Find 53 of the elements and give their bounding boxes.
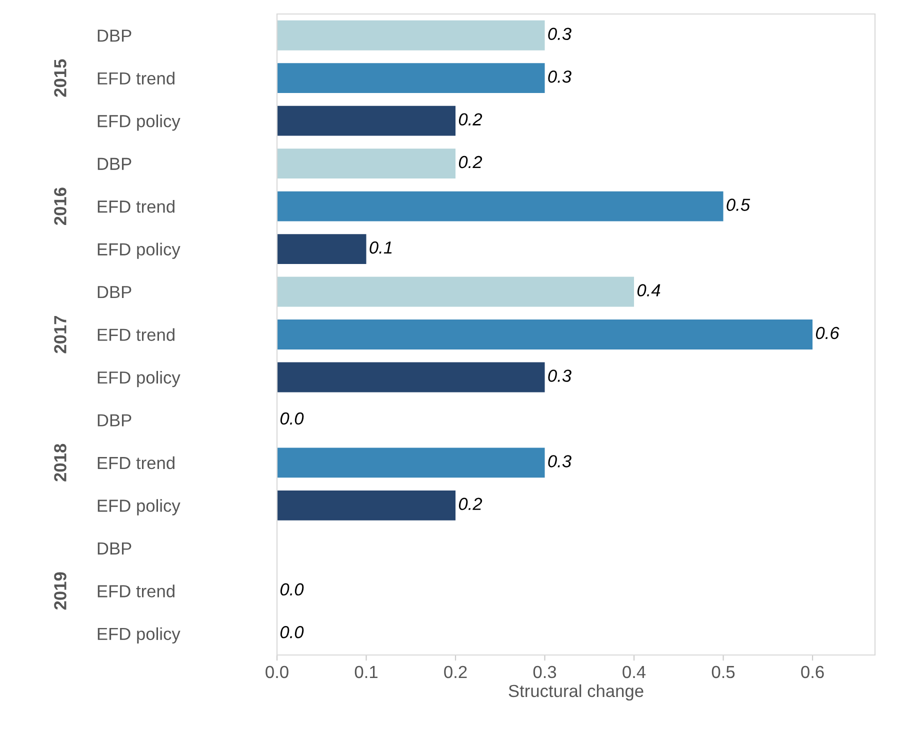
data-label: 0.2 [458,113,482,126]
bar [277,362,545,392]
x-tick-label: 0.3 [533,666,556,678]
bar [277,234,366,264]
y-tick-label: EFD policy [98,114,180,131]
bar [277,20,545,50]
bar [277,191,724,222]
x-tick-label: 0.2 [444,666,467,678]
x-tick-label: 0.6 [801,666,824,678]
data-label: 0.0 [280,626,304,638]
data-label: 0.5 [726,198,750,211]
y-tick-label: EFD trend [98,456,174,470]
text: 2016 [54,188,66,226]
y-tick-label: EFD trend [98,72,174,85]
data-label: 0.3 [548,370,572,382]
text: 2015 [54,59,66,97]
bar [277,63,545,94]
y-tick-label: DBP [98,286,132,298]
y-tick-label: EFD trend [98,328,174,341]
data-label: 0.0 [280,583,304,596]
data-label: 0.3 [548,455,572,468]
data-label: 0.0 [280,412,304,425]
y-tick-label: EFD trend [98,584,174,598]
data-label: 0.1 [370,241,392,254]
y-tick-label: DBP [98,414,132,426]
y-tick-label: EFD policy [98,242,180,259]
y-tick-label: EFD policy [98,370,180,388]
data-label: 0.2 [458,498,482,510]
y-tick-label: EFD trend [98,200,174,213]
y-tick-label: EFD policy [98,499,180,516]
x-tick-label: 0.4 [622,666,646,678]
bar [277,320,813,350]
x-tick-label: 0.0 [266,666,288,678]
bar [277,148,456,179]
bar [277,448,545,478]
x-tick-label: 0.5 [712,666,735,678]
text: 2017 [54,316,66,354]
x-axis-title: Structural change [508,684,644,701]
data-label: 0.4 [637,284,660,296]
text: 2019 [54,572,66,610]
data-label: 0.3 [548,70,572,83]
data-label: 0.2 [458,156,482,168]
x-tick-label: 0.1 [354,666,378,678]
data-label: 0.6 [816,326,840,340]
bar [277,106,456,136]
bar [277,490,456,520]
y-tick-label: DBP [98,158,132,170]
bar [277,276,634,307]
y-tick-label: DBP [98,542,132,554]
data-label: 0.3 [548,28,572,40]
y-tick-label: EFD policy [98,627,180,644]
text: 2018 [54,444,66,482]
y-tick-label: DBP [98,30,132,42]
